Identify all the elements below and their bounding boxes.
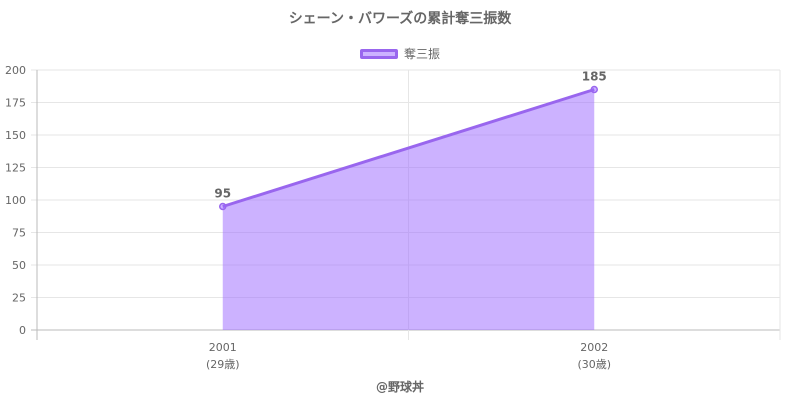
- axis-layer: 0 25 50 75 100 125 150 175 200 2001 (29歳) 2002 (30歳): [5, 64, 611, 371]
- footer-credit: @野球丼: [375, 380, 424, 394]
- x-tick-sublabel: (30歳): [577, 358, 611, 371]
- y-tick-label: 175: [5, 97, 26, 110]
- x-tick-sublabel: (29歳): [206, 358, 240, 371]
- y-tick-label: 200: [5, 64, 26, 77]
- y-tick-label: 125: [5, 162, 26, 175]
- y-tick-label: 0: [19, 324, 26, 337]
- series-layer: [219, 85, 598, 330]
- data-label: 95: [214, 187, 231, 201]
- data-label: 185: [582, 70, 607, 84]
- y-tick-label: 100: [5, 194, 26, 207]
- legend-label: 奪三振: [403, 47, 440, 61]
- chart-title: シェーン・バワーズの累計奪三振数: [288, 11, 512, 27]
- series-area: [222, 89, 595, 330]
- y-tick-label: 25: [12, 292, 26, 305]
- data-point: [219, 202, 227, 211]
- x-tick-label: 2001: [209, 341, 237, 354]
- y-tick-label: 150: [5, 129, 26, 142]
- y-tick-label: 50: [12, 259, 26, 272]
- series-line: [222, 88, 595, 208]
- y-tick-label: 75: [12, 227, 26, 240]
- legend-swatch: [359, 48, 398, 59]
- data-point: [590, 85, 598, 94]
- x-tick-label: 2002: [580, 341, 608, 354]
- legend[interactable]: 奪三振: [0, 45, 800, 62]
- label-layer: 95 185: [214, 70, 606, 201]
